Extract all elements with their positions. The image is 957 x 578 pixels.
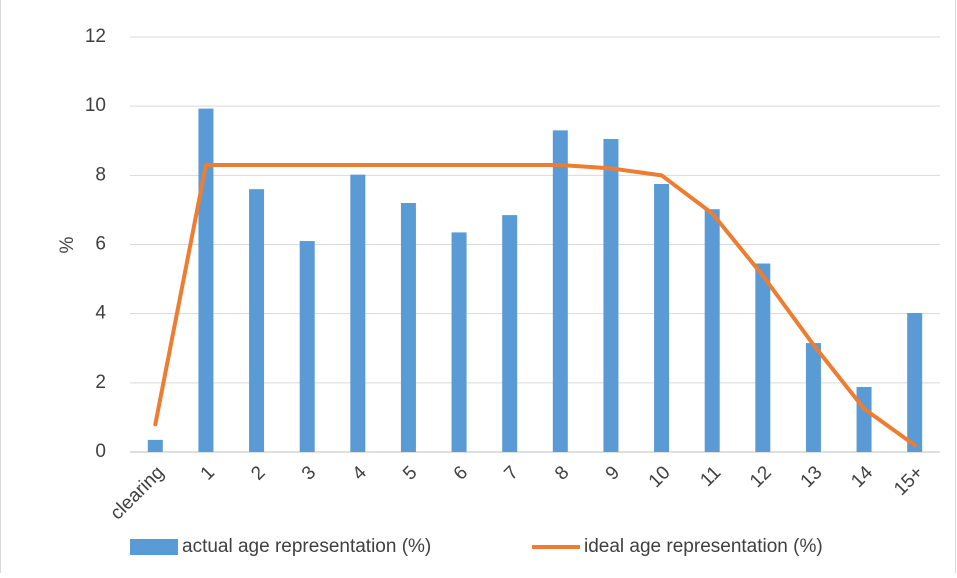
y-tick-label: 12 [85,26,106,47]
bar [147,439,163,452]
bar [451,232,467,452]
y-tick-label: 0 [95,441,106,462]
y-axis-label: % [57,236,78,253]
bar [299,241,315,452]
bar [552,130,568,452]
bar [603,139,619,453]
bar [654,183,670,452]
y-tick-label: 6 [95,234,106,255]
y-tick-label: 4 [95,303,106,324]
bar [249,189,265,452]
line [153,162,917,448]
y-tick-label: 10 [85,95,106,116]
legend-label: actual age representation (%) [182,536,431,557]
bar [502,215,518,452]
bar [755,263,771,452]
bar [350,174,366,452]
legend-label: ideal age representation (%) [584,536,823,557]
legend-swatch [130,539,178,555]
bar [856,386,872,452]
y-tick-label: 2 [95,372,106,393]
y-tick-label: 8 [95,164,106,185]
bar [907,312,923,452]
bar [400,203,416,452]
bar [198,108,214,453]
bar [704,209,720,452]
bar [805,343,821,452]
